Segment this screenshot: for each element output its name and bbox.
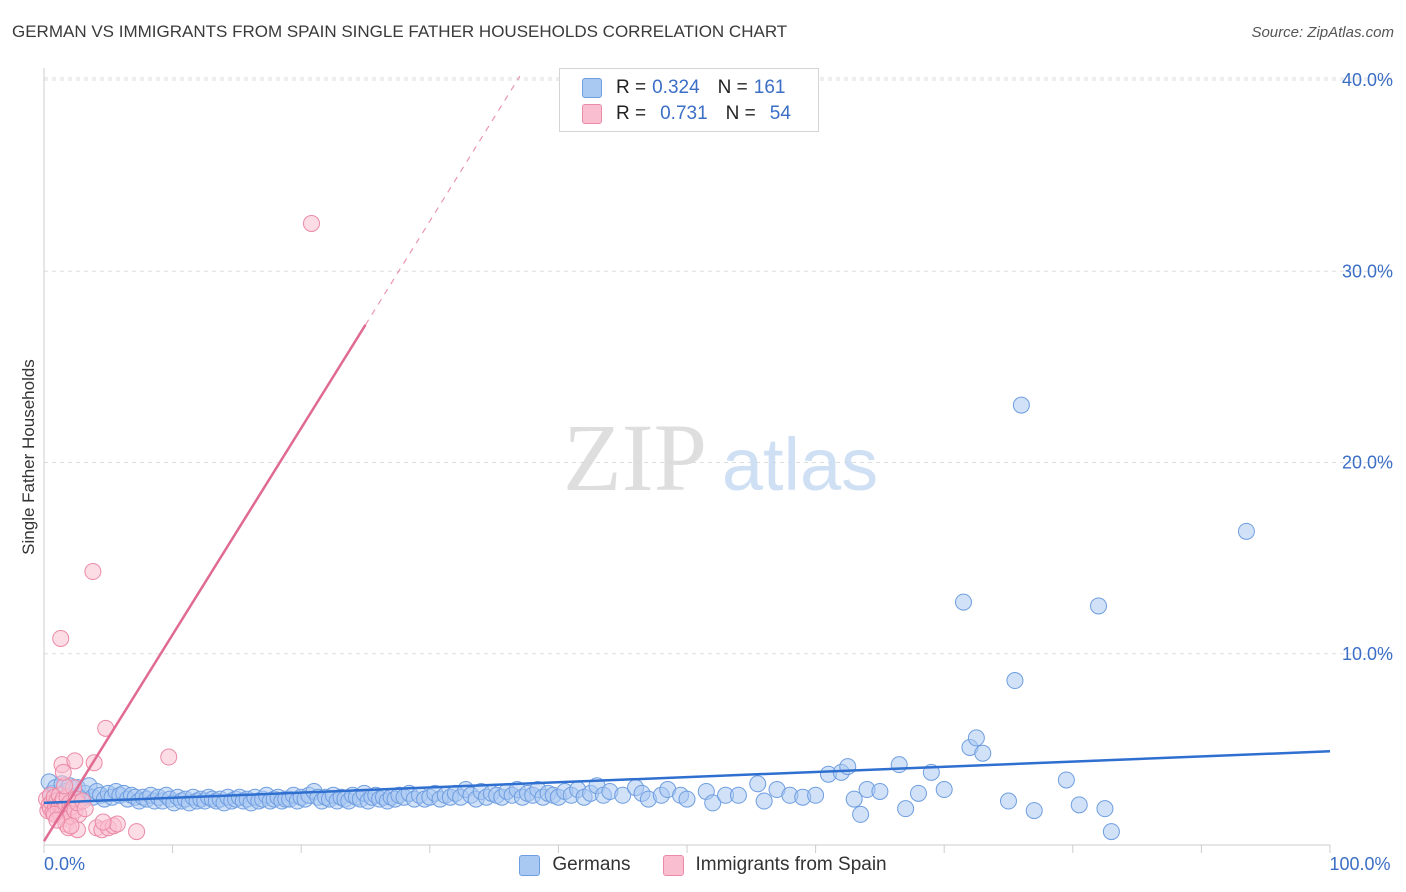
data-point-spain: [128, 823, 146, 841]
trend-lines: [42, 75, 1331, 842]
watermark-zip: ZIP: [563, 404, 707, 511]
data-point-germans: [1070, 796, 1088, 814]
data-point-germans: [1096, 800, 1114, 818]
data-point-germans: [729, 786, 747, 804]
data-point-spain: [84, 563, 102, 581]
data-point-spain: [54, 763, 72, 781]
y-tick-label: 30.0%: [1342, 261, 1393, 281]
data-point-spain: [76, 800, 94, 818]
y-axis-label: Single Father Households: [19, 359, 38, 555]
data-point-germans: [614, 786, 632, 804]
data-point-spain: [108, 815, 126, 833]
gridlines: [44, 77, 1392, 655]
data-point-germans: [1012, 396, 1030, 414]
axis-ticks: 10.0% 20.0% 30.0% 40.0% 0.0% 100.0%: [43, 70, 1393, 874]
data-point-germans: [845, 790, 863, 808]
legend-r-value-germans: 0.324: [652, 77, 700, 98]
y-tick-label: 20.0%: [1342, 453, 1393, 473]
data-points: [38, 214, 1255, 841]
series-legend-germans[interactable]: Germans: [519, 854, 631, 876]
data-point-germans: [1237, 522, 1255, 540]
data-point-germans: [871, 782, 889, 800]
data-point-germans: [755, 792, 773, 810]
data-point-germans: [1057, 771, 1075, 789]
data-point-germans: [678, 790, 696, 808]
data-point-germans: [839, 758, 857, 776]
y-tick-label: 10.0%: [1342, 644, 1393, 664]
series-label-germans: Germans: [552, 854, 631, 875]
data-point-spain: [62, 817, 80, 835]
data-point-germans: [909, 784, 927, 802]
legend-n-label: N =: [717, 77, 748, 98]
chart-title: GERMAN VS IMMIGRANTS FROM SPAIN SINGLE F…: [12, 22, 788, 41]
data-point-spain: [66, 752, 84, 770]
data-point-germans: [1006, 672, 1024, 690]
data-point-spain: [302, 214, 320, 232]
series-label-spain: Immigrants from Spain: [695, 854, 887, 875]
data-point-germans: [1025, 802, 1043, 820]
data-point-germans: [1000, 792, 1017, 810]
y-tick-label: 40.0%: [1342, 70, 1393, 90]
data-point-germans: [967, 729, 985, 747]
legend-n-label: N =: [725, 103, 756, 124]
data-point-spain: [52, 629, 70, 647]
data-point-germans: [897, 800, 915, 818]
series-legend: Germans Immigrants from Spain: [0, 852, 1406, 878]
legend-row-spain: R = 0.731 N = 54: [582, 102, 791, 126]
data-point-spain: [94, 813, 112, 831]
data-point-germans: [852, 805, 870, 823]
data-point-germans: [974, 744, 992, 762]
source-label: Source: ZipAtlas.com: [1251, 24, 1394, 41]
trend-line-spain: [42, 324, 367, 842]
legend-r-label: R =: [616, 77, 647, 98]
data-point-spain: [160, 748, 178, 766]
data-point-germans: [1090, 597, 1108, 615]
legend-n-value-germans: 161: [753, 77, 786, 98]
series-swatch-spain: [662, 854, 684, 876]
legend-swatch-spain: [582, 104, 602, 124]
data-point-germans: [704, 794, 722, 812]
data-point-germans: [954, 593, 972, 611]
data-point-germans: [935, 781, 953, 799]
x-tick-label: 100.0%: [1329, 854, 1390, 874]
trend-line-spain-extrapolated: [364, 75, 521, 326]
legend-swatch-germans: [582, 78, 602, 98]
x-tick-label: 0.0%: [44, 854, 85, 874]
data-point-germans: [807, 786, 825, 804]
legend-r-label: R =: [616, 103, 647, 124]
series-legend-spain[interactable]: Immigrants from Spain: [662, 854, 887, 876]
legend-row-germans: R = 0.324 N = 161: [582, 76, 785, 100]
data-point-germans: [749, 775, 767, 793]
correlation-legend: R = 0.324 N = 161 R = 0.731 N = 54: [559, 68, 819, 132]
data-point-germans: [1102, 823, 1120, 841]
trend-line-germans: [43, 750, 1331, 805]
data-point-germans: [890, 756, 908, 774]
series-swatch-germans: [519, 854, 541, 876]
watermark-atlas: atlas: [722, 423, 878, 506]
legend-n-value-spain: 54: [769, 103, 791, 124]
legend-r-value-spain: 0.731: [660, 103, 708, 124]
